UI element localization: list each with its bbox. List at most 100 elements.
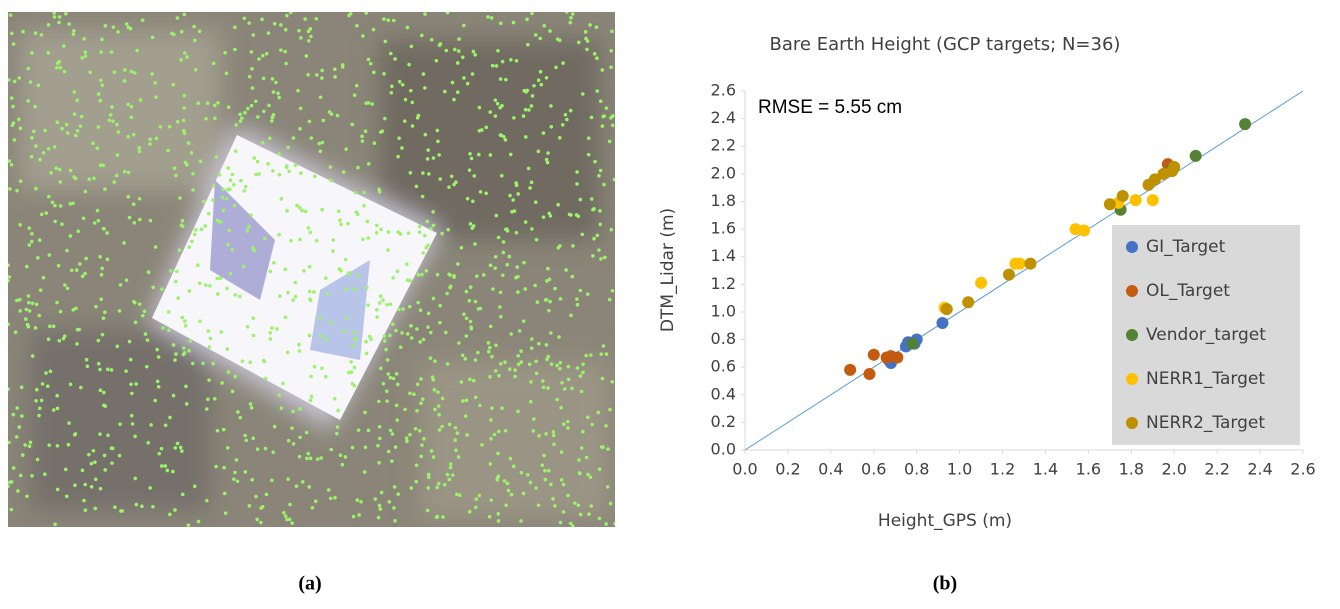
lidar-dot [575,366,580,370]
lidar-dot [188,339,193,343]
lidar-dot [581,362,585,367]
lidar-dot [610,379,615,384]
lidar-dot [257,172,261,176]
lidar-dot [419,401,423,405]
lidar-dot [588,23,592,27]
lidar-dot [419,454,424,459]
lidar-dot [456,49,461,53]
lidar-dot [471,224,476,228]
lidar-dot [291,298,295,302]
lidar-dot [529,346,534,351]
lidar-dot [277,152,281,156]
lidar-dot [431,455,436,459]
lidar-dot [354,83,359,88]
lidar-dot [448,465,453,470]
lidar-dot [541,379,545,383]
lidar-dot [534,371,539,376]
lidar-dot [250,66,254,71]
lidar-dot [290,426,294,431]
lidar-dot [525,17,529,22]
lidar-dot [9,507,14,512]
lidar-dot [193,38,197,43]
lidar-dot [47,443,52,448]
lidar-dot [543,477,548,482]
lidar-dot [126,170,131,175]
lidar-dot [178,445,183,450]
lidar-dot [140,313,145,318]
lidar-dot [549,482,553,487]
lidar-dot [568,20,573,25]
lidar-dot [428,356,433,360]
lidar-dot [372,70,376,75]
lidar-dot [214,464,218,469]
lidar-dot [377,399,381,404]
data-point [1024,257,1037,270]
lidar-dot [449,174,454,179]
lidar-dot [256,115,260,119]
lidar-dot [507,254,512,259]
lidar-dot [46,337,51,342]
lidar-dot [208,284,212,288]
lidar-dot [233,470,237,475]
lidar-dot [283,315,288,320]
lidar-dot [488,345,492,350]
lidar-dot [78,124,83,128]
data-point [906,337,919,350]
lidar-dot [63,283,67,287]
lidar-dot [129,115,134,120]
lidar-dot [516,409,520,414]
lidar-dot [109,368,114,372]
lidar-dot [487,514,492,519]
lidar-dot [508,152,513,157]
lidar-dot [508,456,513,461]
lidar-dot [291,409,295,414]
lidar-dot [153,245,158,249]
lidar-dot [300,208,304,213]
x-tick-label: 1.4 [1033,460,1058,479]
lidar-dot [110,461,114,465]
lidar-dot [549,104,553,108]
lidar-dot [609,48,614,53]
lidar-dot [146,270,151,275]
lidar-dot [57,339,62,343]
lidar-dot [95,146,100,150]
lidar-dot [498,21,503,26]
lidar-dot [124,369,128,373]
lidar-dot [361,237,365,242]
lidar-dot [471,199,475,204]
lidar-dot [318,95,323,100]
y-tick-label: 1.8 [711,191,736,210]
lidar-dot [588,353,593,357]
lidar-dot [51,324,56,329]
lidar-dot [283,27,288,32]
lidar-dot [533,33,538,37]
y-tick-label: 1.2 [711,274,736,293]
lidar-dot [581,370,585,375]
lidar-dot [211,361,215,366]
lidar-dot [80,56,84,60]
lidar-dot [421,337,426,342]
lidar-dot [426,325,430,329]
lidar-dot [613,521,615,526]
lidar-dot [566,493,570,498]
lidar-dot [96,218,101,223]
lidar-dot [504,503,508,508]
lidar-dot [247,21,251,25]
lidar-dot [468,319,473,324]
lidar-dot [260,505,265,509]
lidar-dot [578,288,583,293]
lidar-dot [178,196,182,200]
lidar-dot [521,491,526,496]
lidar-dot [420,272,424,277]
lidar-dot [324,374,328,379]
lidar-dot [112,180,116,184]
lidar-dot [461,399,465,403]
lidar-dot [494,213,499,218]
lidar-dot [356,165,360,170]
lidar-dot [511,464,516,469]
lidar-dot [304,54,309,58]
lidar-dot [519,360,524,364]
lidar-dot [281,381,285,386]
lidar-dot [598,168,603,173]
lidar-dot [499,173,504,178]
